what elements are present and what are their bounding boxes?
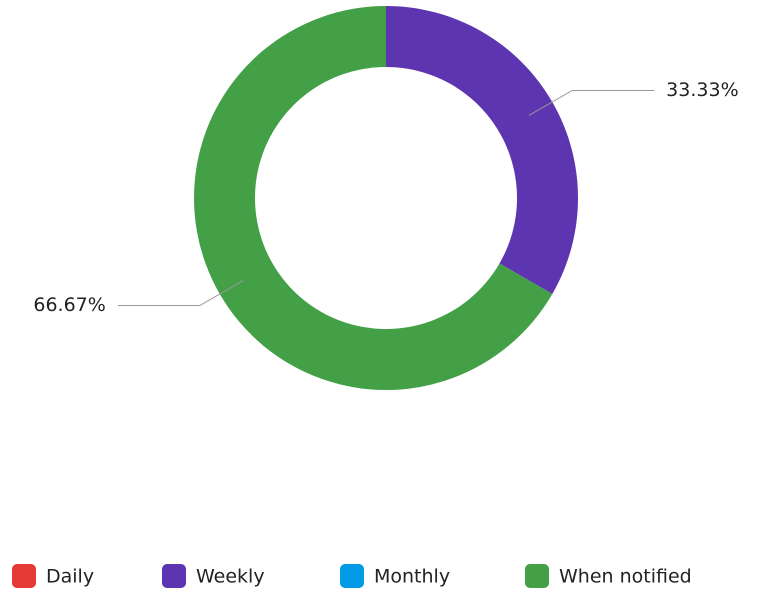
legend-label: Weekly: [196, 566, 265, 588]
legend-label: Monthly: [374, 566, 450, 588]
legend-swatch: [525, 564, 549, 588]
slice: [386, 5, 579, 294]
leader-line: [528, 89, 655, 116]
legend-label: When notified: [559, 566, 692, 588]
data-label: 33.33%: [666, 79, 738, 101]
legend-swatch: [340, 564, 364, 588]
legend-swatch: [162, 564, 186, 588]
leader-line: [117, 280, 244, 307]
legend-label: Daily: [46, 566, 94, 588]
slice: [194, 6, 553, 390]
data-label: 66.67%: [33, 294, 105, 316]
legend-swatch: [12, 564, 36, 588]
